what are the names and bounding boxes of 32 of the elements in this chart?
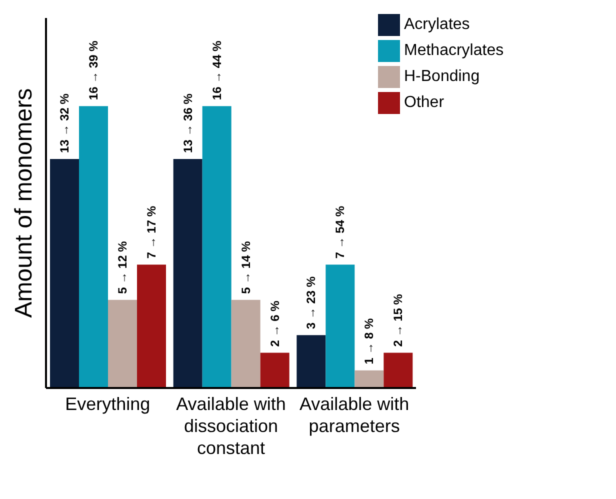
data-label: 13 → 36 % xyxy=(180,93,195,153)
data-label: 16 → 44 % xyxy=(210,40,224,100)
bar xyxy=(231,300,260,388)
bar xyxy=(173,158,202,388)
data-label: 5 → 12 % xyxy=(116,240,130,294)
data-label: 16 → 39 % xyxy=(86,40,100,100)
data-label: 13 → 32 % xyxy=(58,93,72,153)
bar xyxy=(326,264,355,388)
data-label: 3 → 23 % xyxy=(304,276,318,330)
bar xyxy=(354,370,384,388)
x-tick-label: Everything xyxy=(65,394,150,414)
legend-label: H-Bonding xyxy=(404,68,480,85)
bar xyxy=(108,300,137,388)
data-label: 5 → 14 % xyxy=(238,240,253,294)
bar xyxy=(50,158,79,388)
data-label: 1 → 8 % xyxy=(362,318,376,364)
y-axis-title: Amount of monomers xyxy=(10,88,38,318)
x-tick-label: Available with parameters xyxy=(299,394,410,436)
legend-label: Methacrylates xyxy=(404,42,504,59)
legend-label: Other xyxy=(404,94,444,111)
data-label: 7 → 54 % xyxy=(333,206,348,259)
data-label: 7 → 17 % xyxy=(144,206,158,259)
bar xyxy=(296,335,326,388)
bar xyxy=(137,264,166,388)
data-label: 2 → 15 % xyxy=(391,294,406,347)
x-tick-label: Available with dissociation constant xyxy=(176,394,286,458)
bar xyxy=(384,352,413,388)
legend-label: Acrylates xyxy=(404,16,470,33)
bar xyxy=(79,106,108,388)
data-label: 2 → 6 % xyxy=(268,300,282,347)
bar xyxy=(260,352,290,388)
bar xyxy=(202,106,232,388)
